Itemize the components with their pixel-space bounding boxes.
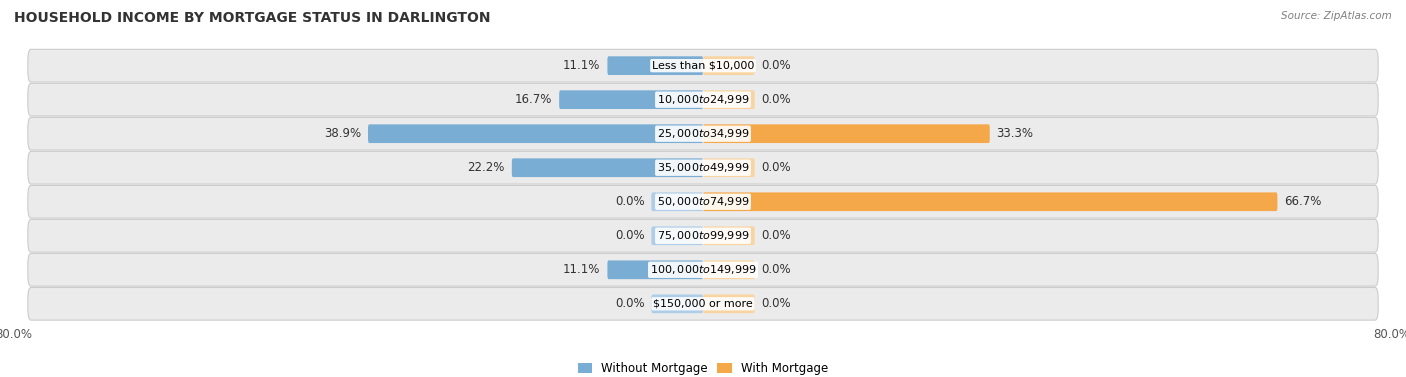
- Text: 16.7%: 16.7%: [515, 93, 553, 106]
- FancyBboxPatch shape: [703, 158, 755, 177]
- FancyBboxPatch shape: [651, 192, 703, 211]
- FancyBboxPatch shape: [28, 219, 1378, 252]
- Text: 0.0%: 0.0%: [762, 297, 792, 310]
- Text: $75,000 to $99,999: $75,000 to $99,999: [657, 229, 749, 242]
- Text: HOUSEHOLD INCOME BY MORTGAGE STATUS IN DARLINGTON: HOUSEHOLD INCOME BY MORTGAGE STATUS IN D…: [14, 11, 491, 25]
- Text: 22.2%: 22.2%: [468, 161, 505, 174]
- FancyBboxPatch shape: [703, 90, 755, 109]
- FancyBboxPatch shape: [703, 261, 755, 279]
- FancyBboxPatch shape: [703, 227, 755, 245]
- FancyBboxPatch shape: [651, 294, 703, 313]
- Text: 0.0%: 0.0%: [762, 263, 792, 276]
- FancyBboxPatch shape: [560, 90, 703, 109]
- Text: $150,000 or more: $150,000 or more: [654, 299, 752, 309]
- Text: 0.0%: 0.0%: [762, 93, 792, 106]
- Text: 33.3%: 33.3%: [997, 127, 1033, 140]
- FancyBboxPatch shape: [28, 152, 1378, 184]
- Text: 11.1%: 11.1%: [564, 59, 600, 72]
- FancyBboxPatch shape: [512, 158, 703, 177]
- Text: 0.0%: 0.0%: [762, 229, 792, 242]
- Text: 0.0%: 0.0%: [614, 297, 644, 310]
- Text: 11.1%: 11.1%: [564, 263, 600, 276]
- Text: $50,000 to $74,999: $50,000 to $74,999: [657, 195, 749, 208]
- Legend: Without Mortgage, With Mortgage: Without Mortgage, With Mortgage: [574, 357, 832, 377]
- Text: $10,000 to $24,999: $10,000 to $24,999: [657, 93, 749, 106]
- FancyBboxPatch shape: [28, 288, 1378, 320]
- Text: 0.0%: 0.0%: [762, 161, 792, 174]
- FancyBboxPatch shape: [703, 124, 990, 143]
- Text: 38.9%: 38.9%: [323, 127, 361, 140]
- FancyBboxPatch shape: [607, 56, 703, 75]
- Text: 0.0%: 0.0%: [614, 229, 644, 242]
- FancyBboxPatch shape: [28, 83, 1378, 116]
- FancyBboxPatch shape: [607, 261, 703, 279]
- FancyBboxPatch shape: [703, 294, 755, 313]
- FancyBboxPatch shape: [703, 56, 755, 75]
- FancyBboxPatch shape: [28, 117, 1378, 150]
- FancyBboxPatch shape: [28, 49, 1378, 82]
- Text: $25,000 to $34,999: $25,000 to $34,999: [657, 127, 749, 140]
- Text: 0.0%: 0.0%: [614, 195, 644, 208]
- Text: Source: ZipAtlas.com: Source: ZipAtlas.com: [1281, 11, 1392, 21]
- Text: Less than $10,000: Less than $10,000: [652, 61, 754, 70]
- Text: 66.7%: 66.7%: [1284, 195, 1322, 208]
- FancyBboxPatch shape: [28, 185, 1378, 218]
- FancyBboxPatch shape: [368, 124, 703, 143]
- Text: 0.0%: 0.0%: [762, 59, 792, 72]
- FancyBboxPatch shape: [651, 227, 703, 245]
- Text: $35,000 to $49,999: $35,000 to $49,999: [657, 161, 749, 174]
- FancyBboxPatch shape: [703, 192, 1278, 211]
- FancyBboxPatch shape: [28, 253, 1378, 286]
- Text: $100,000 to $149,999: $100,000 to $149,999: [650, 263, 756, 276]
